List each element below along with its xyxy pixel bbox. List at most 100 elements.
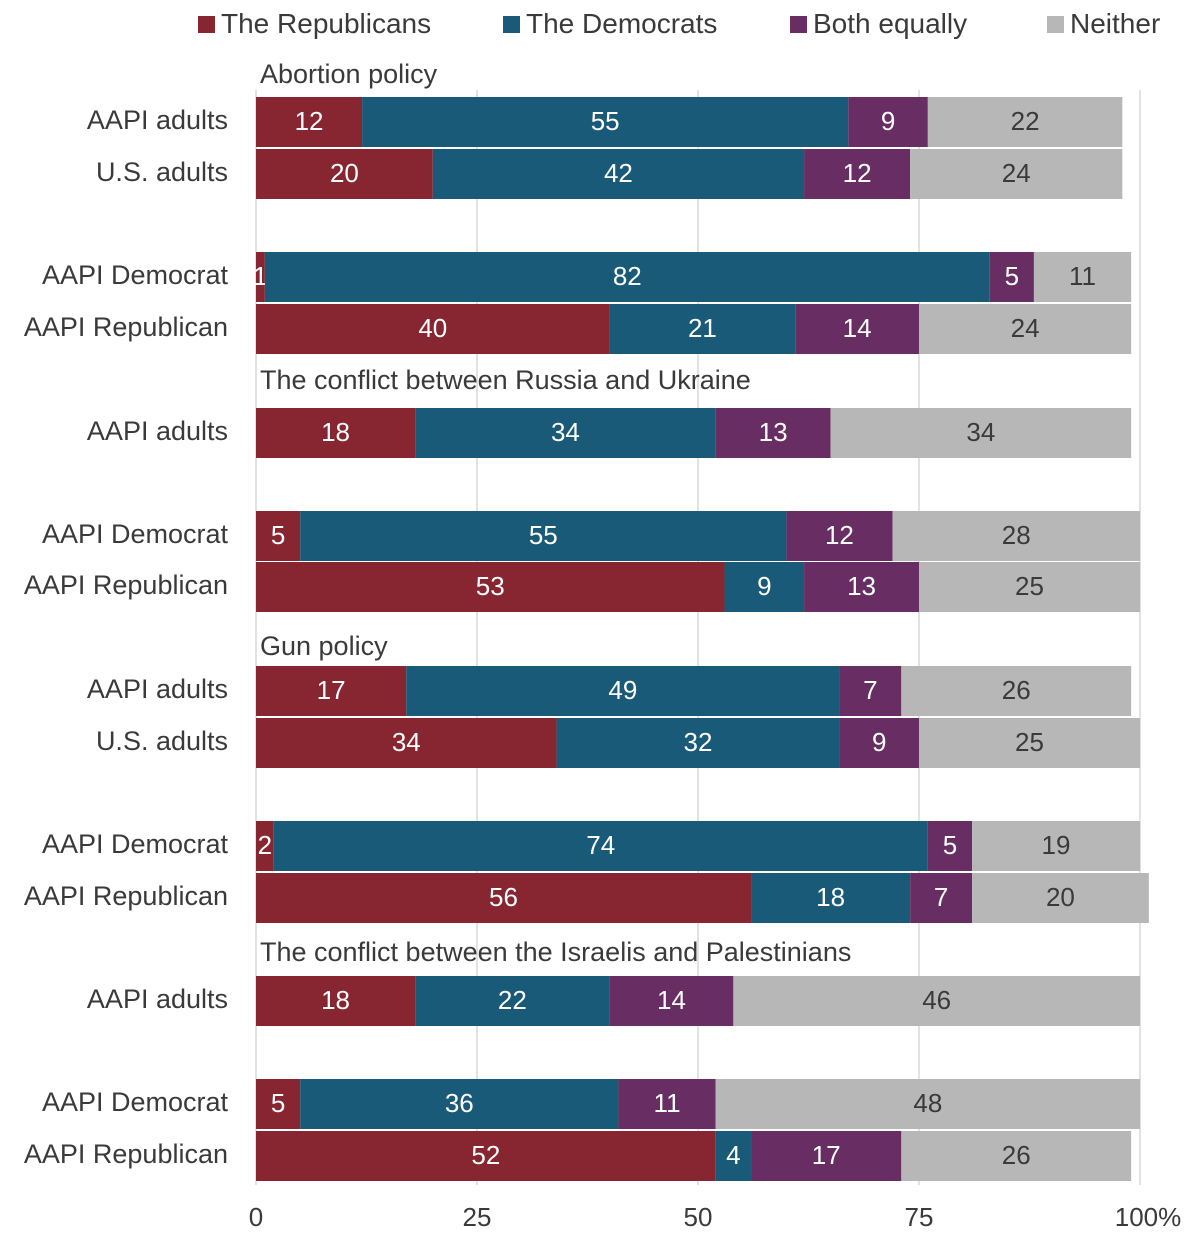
- section-title: The conflict between the Israelis and Pa…: [260, 937, 851, 967]
- bar-segment-democrats: [300, 511, 787, 561]
- bar-segment-neither: [919, 304, 1132, 354]
- data-label: 13: [847, 571, 876, 601]
- data-label: 5: [1005, 261, 1019, 291]
- x-tick-label: 75: [905, 1202, 934, 1230]
- bar-segment-both-equally: [715, 408, 831, 458]
- row-label: AAPI adults: [87, 984, 228, 1014]
- bar-segment-republicans: [256, 149, 433, 199]
- legend-item-republicans: The Republicans: [198, 6, 431, 42]
- bar-segment-neither: [715, 1079, 1140, 1129]
- legend-item-democrats: The Democrats: [503, 6, 717, 42]
- row-label: AAPI Democrat: [42, 1087, 229, 1117]
- bar-segment-democrats: [415, 408, 716, 458]
- section-title: The conflict between Russia and Ukraine: [260, 365, 751, 395]
- data-label: 18: [321, 985, 350, 1015]
- data-label: 25: [1015, 727, 1044, 757]
- legend-swatch-both-equally: [790, 15, 807, 33]
- bar-segment-republicans: [256, 718, 557, 768]
- data-label: 74: [586, 830, 615, 860]
- data-label: 20: [330, 158, 359, 188]
- bar-segment-neither: [733, 976, 1140, 1026]
- legend-swatch-republicans: [198, 15, 215, 33]
- data-label: 22: [1011, 106, 1040, 136]
- row-label: AAPI Republican: [24, 881, 228, 911]
- data-label: 11: [654, 1088, 681, 1118]
- bar-segment-democrats: [362, 97, 849, 147]
- bar-segment-neither: [830, 408, 1132, 458]
- data-label: 17: [812, 1140, 841, 1170]
- bar-segment-republicans: [256, 304, 610, 354]
- bar-segment-both-equally: [989, 252, 1034, 302]
- data-label: 5: [943, 830, 957, 860]
- bar-segment-republicans: [256, 408, 416, 458]
- row-label: AAPI Republican: [24, 312, 228, 342]
- bar-segment-democrats: [751, 873, 911, 923]
- bar-segment-both-equally: [927, 821, 973, 871]
- data-label: 52: [471, 1140, 500, 1170]
- data-label: 9: [881, 106, 895, 136]
- bar-segment-both-equally: [609, 976, 734, 1026]
- bar-segment-democrats: [609, 304, 796, 354]
- data-label: 56: [489, 882, 518, 912]
- bar-segment-both-equally: [786, 511, 893, 561]
- data-label: 21: [688, 313, 717, 343]
- bar-segment-democrats: [415, 976, 610, 1026]
- row-label: U.S. adults: [96, 157, 228, 187]
- data-label: 12: [295, 106, 324, 136]
- x-tick-label: 100%: [1115, 1202, 1182, 1230]
- legend-label-neither: Neither: [1070, 8, 1161, 39]
- bar-segment-both-equally: [839, 666, 902, 716]
- bar-segment-both-equally: [751, 1131, 902, 1181]
- data-label: 24: [1002, 158, 1031, 188]
- bar-segment-neither: [901, 666, 1132, 716]
- bar-segment-democrats: [715, 1131, 752, 1181]
- bar-segment-democrats: [300, 1079, 619, 1129]
- row-label: AAPI adults: [87, 674, 228, 704]
- bar-segment-republicans: [256, 873, 752, 923]
- bar-segment-republicans: [256, 562, 725, 612]
- bar-segment-neither: [972, 821, 1140, 871]
- data-label: 1: [253, 261, 267, 291]
- data-label: 34: [966, 417, 995, 447]
- row-label: AAPI adults: [87, 105, 228, 135]
- data-label: 18: [321, 417, 350, 447]
- bar-segment-neither: [919, 718, 1140, 768]
- x-tick-label: 0: [249, 1202, 263, 1230]
- data-label: 13: [759, 417, 788, 447]
- x-tick-label: 25: [463, 1202, 492, 1230]
- bar-segment-neither: [927, 97, 1123, 147]
- data-label: 49: [608, 675, 637, 705]
- bar-segment-republicans: [256, 1079, 301, 1129]
- data-label: 14: [843, 313, 872, 343]
- data-label: 5: [271, 520, 285, 550]
- bar-segment-neither: [919, 562, 1140, 612]
- legend-label-republicans: The Republicans: [221, 8, 432, 39]
- bar-segment-both-equally: [795, 304, 919, 354]
- bar-segment-democrats: [273, 821, 928, 871]
- data-label: 22: [498, 985, 527, 1015]
- data-label: 40: [418, 313, 447, 343]
- data-label: 5: [271, 1088, 285, 1118]
- bar-segment-both-equally: [804, 562, 919, 612]
- data-label: 28: [1002, 520, 1031, 550]
- bar-segment-both-equally: [848, 97, 928, 147]
- bar-segment-republicans: [256, 252, 265, 302]
- data-label: 55: [529, 520, 558, 550]
- bar-segment-republicans: [256, 1131, 716, 1181]
- bar-segment-neither: [901, 1131, 1132, 1181]
- data-label: 36: [445, 1088, 474, 1118]
- bar-segment-republicans: [256, 511, 301, 561]
- row-label: AAPI Democrat: [42, 260, 229, 290]
- bar-segment-democrats: [264, 252, 990, 302]
- row-label: AAPI adults: [87, 416, 228, 446]
- section-title: Gun policy: [260, 631, 388, 661]
- data-label: 42: [604, 158, 633, 188]
- data-label: 9: [757, 571, 771, 601]
- data-label: 26: [1002, 675, 1031, 705]
- row-label: AAPI Republican: [24, 570, 228, 600]
- section-title: Abortion policy: [260, 59, 438, 89]
- data-label: 53: [476, 571, 505, 601]
- bar-segment-democrats: [432, 149, 805, 199]
